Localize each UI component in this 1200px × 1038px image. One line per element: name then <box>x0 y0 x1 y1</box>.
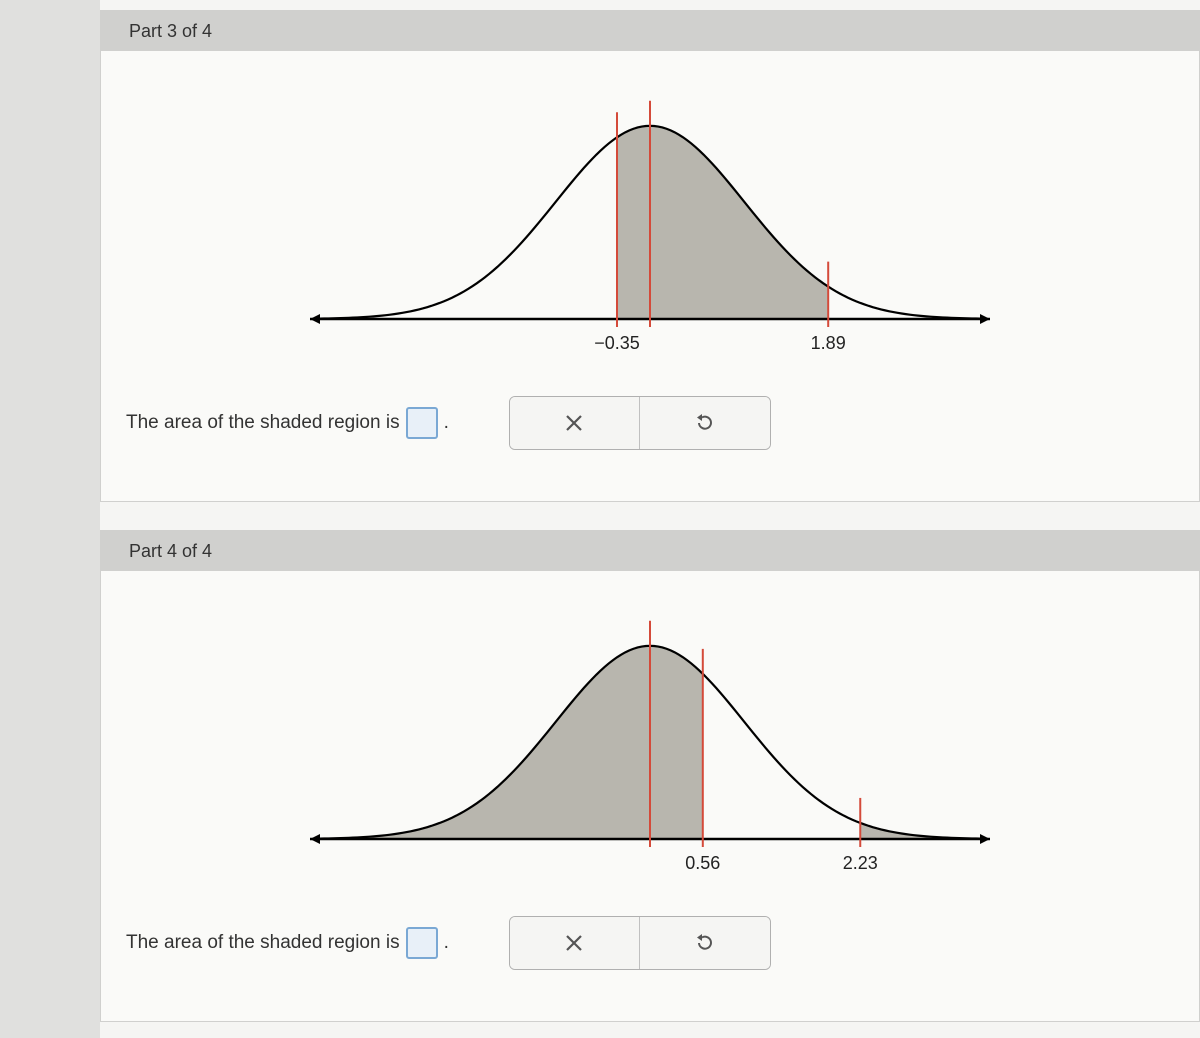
x-icon <box>565 934 583 952</box>
svg-text:−0.35: −0.35 <box>594 333 640 353</box>
answer-input[interactable] <box>406 407 438 439</box>
clear-button[interactable] <box>510 917 640 969</box>
reset-button[interactable] <box>640 917 770 969</box>
part-header: Part 4 of 4 <box>101 531 1199 571</box>
prompt-row: The area of the shaded region is . <box>101 386 1199 475</box>
page: Part 3 of 4 −0.35 1.89 The area of the sh… <box>0 0 1200 1038</box>
clear-button[interactable] <box>510 397 640 449</box>
period: . <box>444 932 449 954</box>
left-margin <box>0 0 100 1038</box>
svg-text:2.23: 2.23 <box>843 853 878 873</box>
prompt-text: The area of the shaded region is . <box>126 407 449 439</box>
prompt-label: The area of the shaded region is <box>126 932 400 954</box>
reset-button[interactable] <box>640 397 770 449</box>
part-header-text: Part 3 of 4 <box>129 21 212 42</box>
part-card-4: Part 4 of 4 0.56 2.23 The area of the sha… <box>100 530 1200 1022</box>
prompt-text: The area of the shaded region is . <box>126 927 449 959</box>
svg-text:1.89: 1.89 <box>811 333 846 353</box>
part-card-3: Part 3 of 4 −0.35 1.89 The area of the sh… <box>100 10 1200 502</box>
part-header: Part 3 of 4 <box>101 11 1199 51</box>
chart-wrapper: 0.56 2.23 <box>300 601 1000 896</box>
undo-icon <box>694 932 716 954</box>
normal-curve-chart: −0.35 1.89 <box>300 81 1000 371</box>
button-group <box>509 916 771 970</box>
svg-text:0.56: 0.56 <box>685 853 720 873</box>
prompt-row: The area of the shaded region is . <box>101 906 1199 995</box>
part-header-text: Part 4 of 4 <box>129 541 212 562</box>
chart-wrapper: −0.35 1.89 <box>300 81 1000 376</box>
normal-curve-chart: 0.56 2.23 <box>300 601 1000 891</box>
button-group <box>509 396 771 450</box>
undo-icon <box>694 412 716 434</box>
answer-input[interactable] <box>406 927 438 959</box>
period: . <box>444 412 449 434</box>
x-icon <box>565 414 583 432</box>
prompt-label: The area of the shaded region is <box>126 412 400 434</box>
